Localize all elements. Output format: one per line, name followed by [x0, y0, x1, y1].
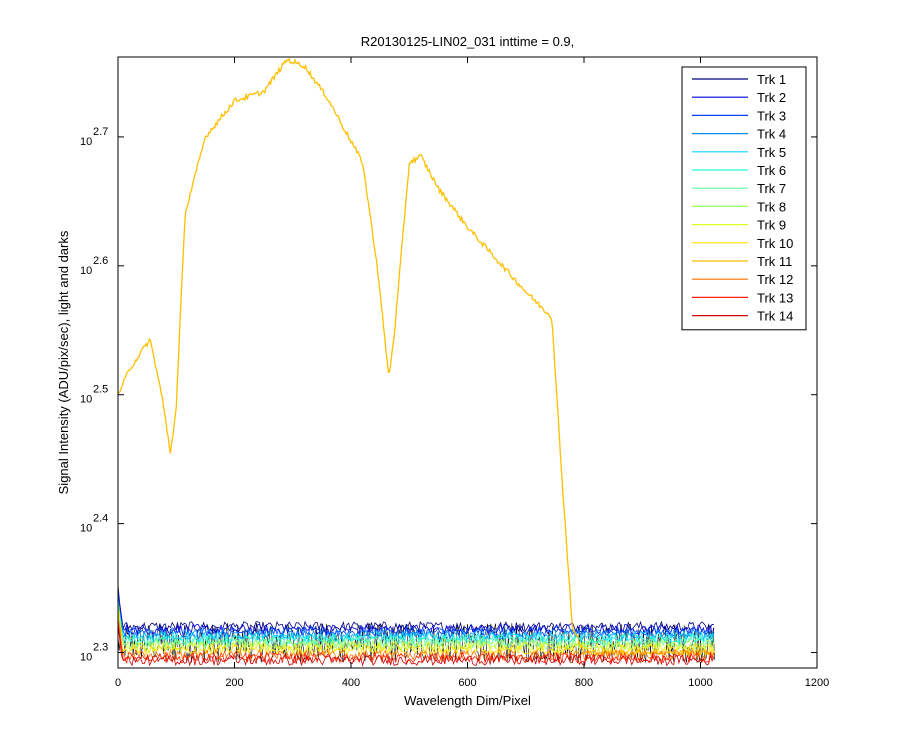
- y-tick-label-exponent-3: 2.6: [93, 255, 108, 267]
- y-tick-label-base-3: 10: [80, 265, 92, 277]
- legend-label-12: Trk 12: [757, 272, 793, 287]
- legend-label-4: Trk 4: [757, 127, 786, 142]
- legend-box: [681, 66, 807, 331]
- series-line-14: [118, 625, 715, 667]
- legend-label-14: Trk 14: [757, 309, 793, 324]
- plot-area: [118, 57, 716, 667]
- legend: Trk 1 Trk 2 Trk 3 Trk 4 Trk 5 Trk 6 Trk 7 Trk 8…: [681, 66, 807, 331]
- legend-label-2: Trk 2: [757, 90, 786, 105]
- legend-label-9: Trk 9: [757, 218, 786, 233]
- series-line-12: [118, 618, 715, 662]
- x-tick-label-5: 1000: [688, 677, 712, 689]
- series-line-9: [118, 604, 715, 654]
- chart-title: R20130125-LIN02_031 inttime = 0.9,: [361, 34, 575, 49]
- y-tick-label-base-0: 10: [80, 652, 92, 664]
- y-tick-label-exponent-1: 2.4: [93, 513, 108, 525]
- y-tick-label-exponent-4: 2.7: [93, 126, 108, 138]
- legend-label-7: Trk 7: [757, 181, 786, 196]
- series-line-6: [118, 601, 715, 646]
- legend-label-13: Trk 13: [757, 290, 793, 305]
- series-line-2: [118, 595, 715, 636]
- legend-label-11: Trk 11: [757, 254, 792, 269]
- x-tick-label-3: 600: [458, 677, 476, 689]
- y-tick-label-exponent-2: 2.5: [93, 384, 108, 396]
- axes: 0 200 400 600 800 1000 1200102.3102.4102.5102.…: [80, 56, 829, 689]
- legend-label-5: Trk 5: [757, 145, 786, 160]
- series-group: [118, 57, 716, 667]
- x-tick-label-0: 0: [115, 677, 121, 689]
- legend-label-6: Trk 6: [757, 163, 786, 178]
- x-tick-label-6: 1200: [805, 677, 829, 689]
- x-tick-label-1: 200: [225, 677, 243, 689]
- y-tick-label-base-2: 10: [80, 394, 92, 406]
- series-line-8: [118, 606, 715, 652]
- x-axis-label: Wavelength Dim/Pixel: [404, 693, 531, 708]
- legend-label-1: Trk 1: [757, 72, 786, 87]
- y-axis-label: Signal Intensity (ADU/pix/sec), light an…: [56, 230, 71, 494]
- legend-label-10: Trk 10: [757, 236, 793, 251]
- y-tick-label-base-4: 10: [80, 136, 92, 148]
- x-tick-label-2: 400: [342, 677, 360, 689]
- series-line-13: [118, 622, 715, 665]
- dark-noise-line: [118, 622, 715, 663]
- series-line-10: [118, 607, 715, 657]
- legend-label-3: Trk 3: [757, 108, 786, 123]
- y-tick-label-exponent-0: 2.3: [93, 642, 108, 654]
- y-tick-label-base-1: 10: [80, 523, 92, 535]
- legend-label-8: Trk 8: [757, 199, 786, 214]
- x-tick-label-4: 800: [575, 677, 593, 689]
